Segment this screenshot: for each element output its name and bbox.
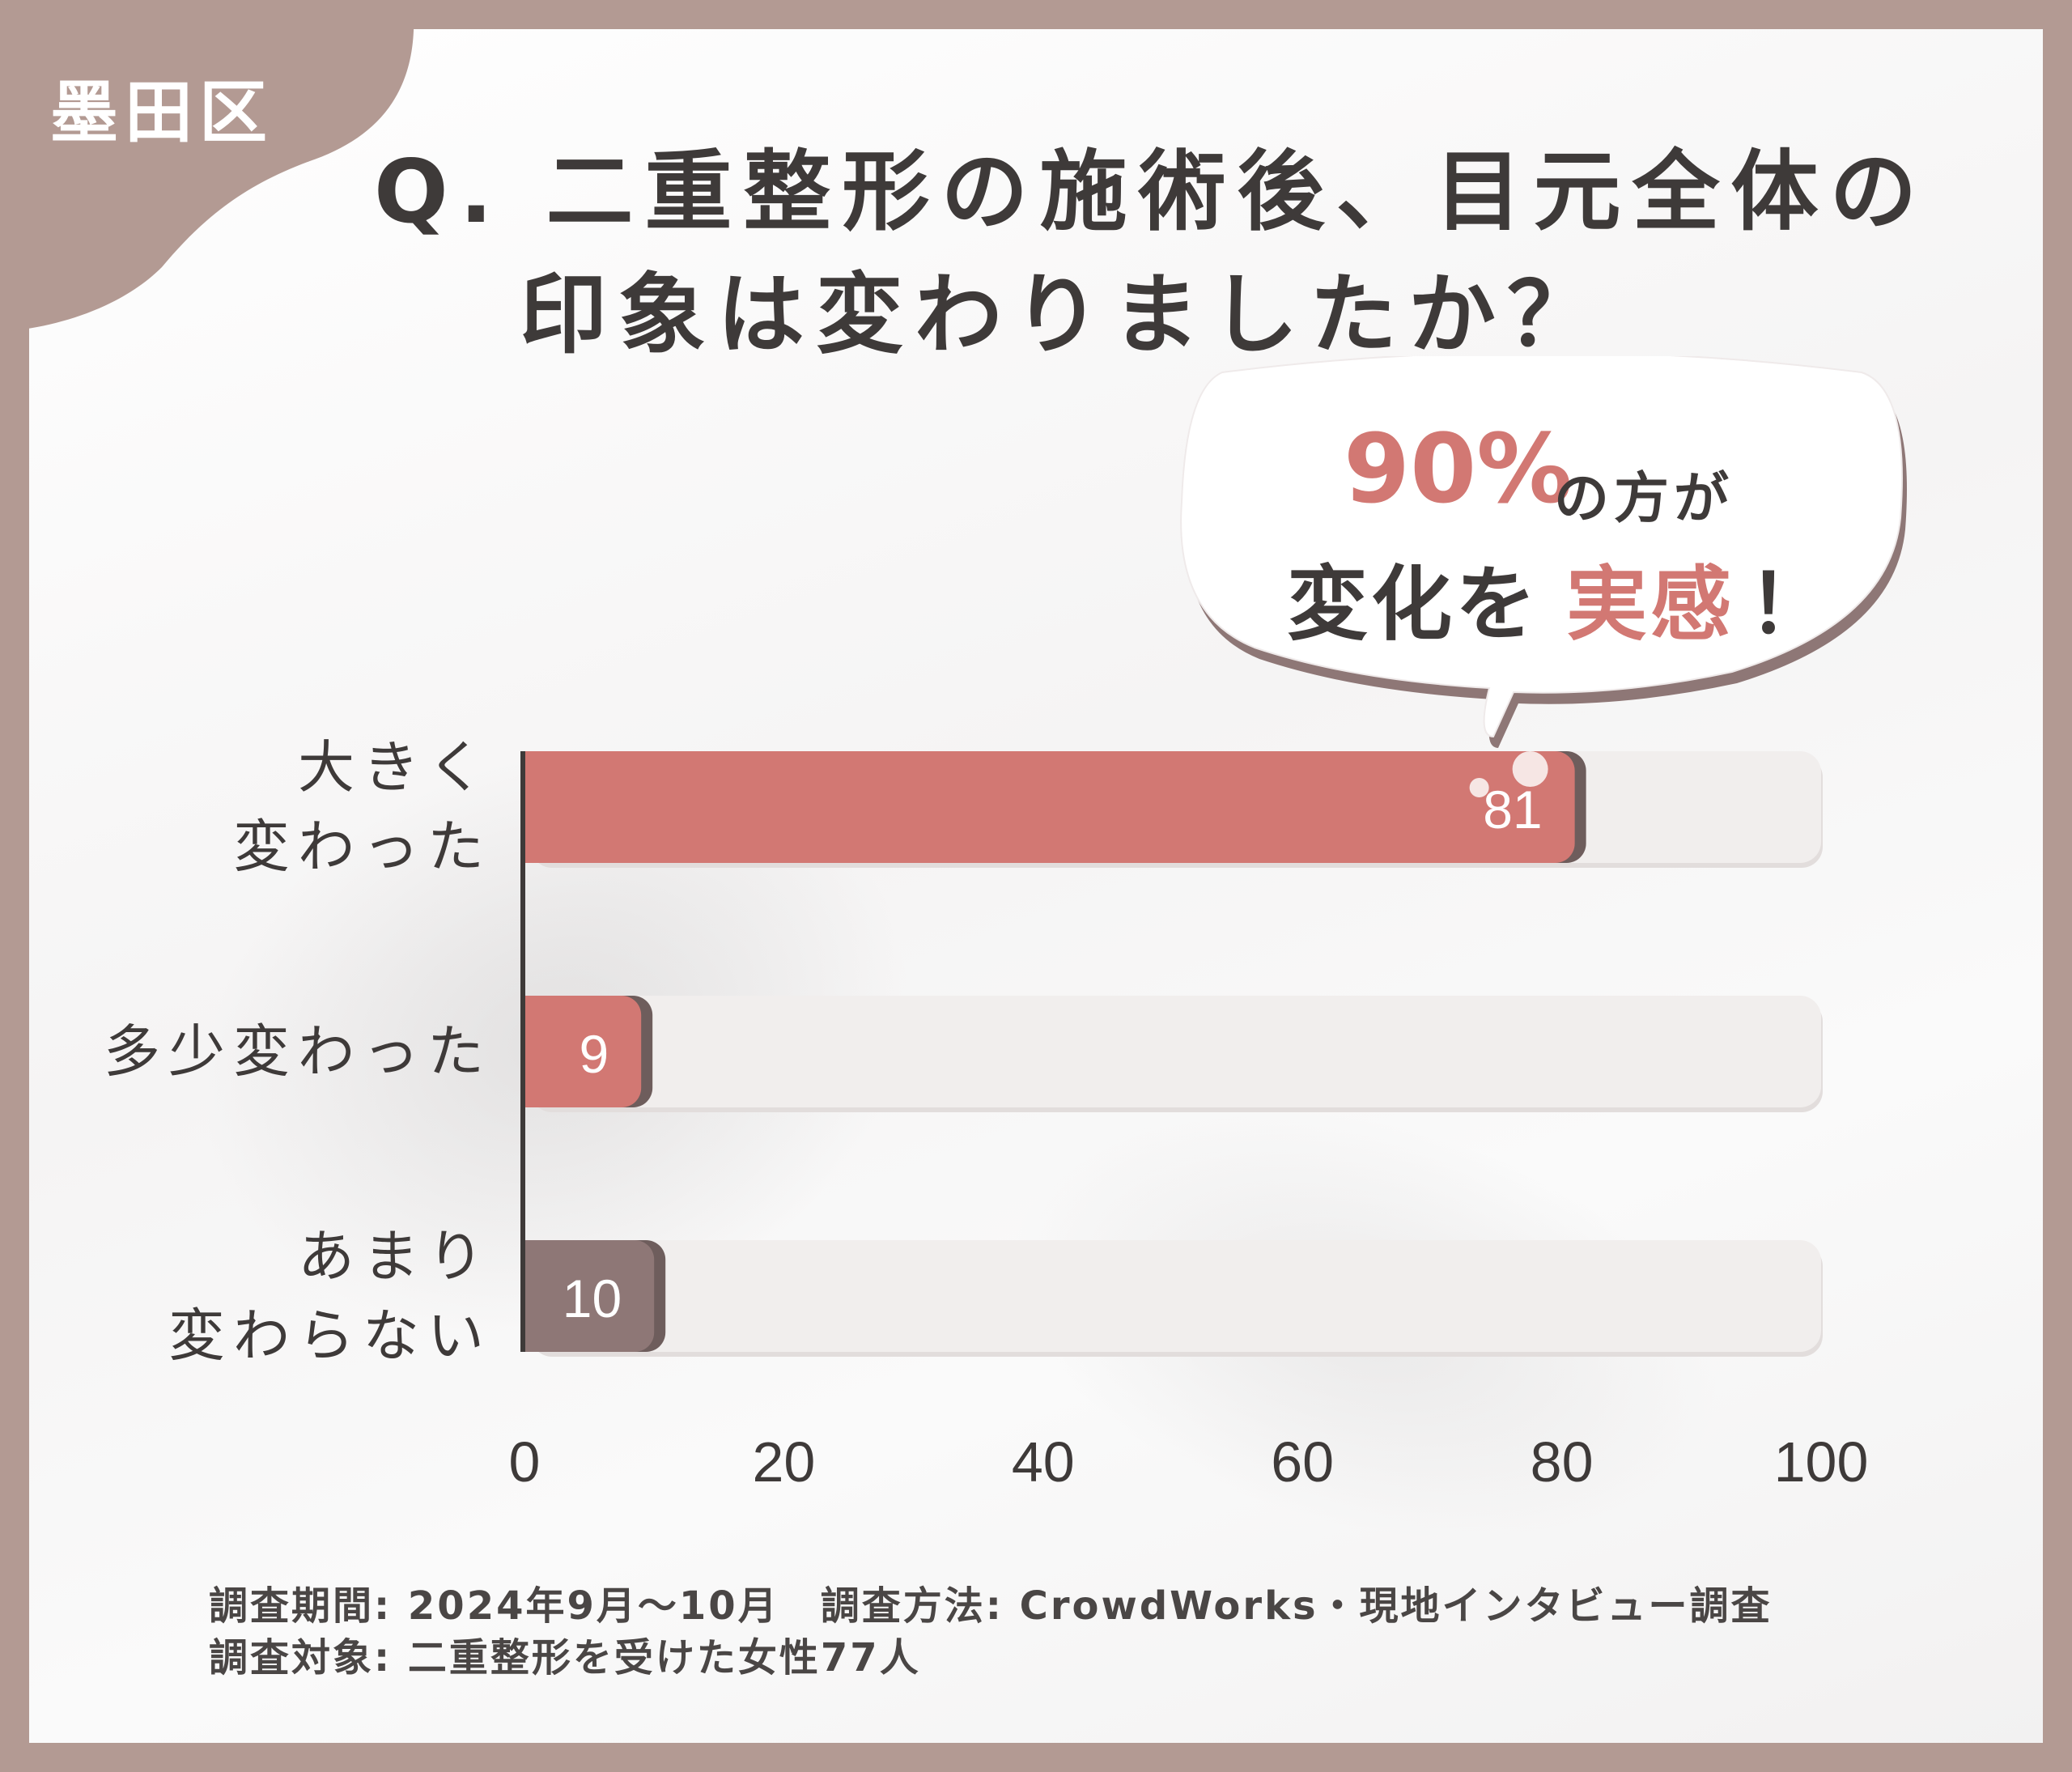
region-corner-shape <box>0 0 414 332</box>
question-title-line-2: 印象は変わりましたか？ <box>520 265 1607 366</box>
bar-value-label-2: 10 <box>563 1268 622 1328</box>
y-axis-line <box>520 751 525 1352</box>
x-tick-label-4: 80 <box>1531 1430 1594 1494</box>
bar-track-1 <box>524 996 1821 1107</box>
x-tick-label-0: 0 <box>509 1430 541 1494</box>
content-card <box>29 29 2043 1743</box>
x-tick-label-3: 60 <box>1271 1430 1334 1494</box>
bar-left-square-0 <box>524 751 557 863</box>
category-label-1: 多少変わった <box>104 1018 492 1085</box>
bar-2 <box>524 1240 655 1352</box>
callout-line2-highlight: 実感 <box>1566 557 1734 652</box>
callout-line1-rest: の方が <box>1554 467 1734 531</box>
footnote-line-2: 調査対象: 二重整形を受けた女性77人 <box>209 1635 921 1681</box>
bar-left-square-1 <box>524 996 557 1107</box>
bar-left-square-2 <box>524 1240 557 1352</box>
footnote-line-1: 調査期間: 2024年9月〜10月 調査方法: CrowdWorks・現地インタ… <box>209 1583 1773 1629</box>
region-label: 墨田区 <box>50 73 274 152</box>
x-tick-label-5: 100 <box>1774 1430 1869 1494</box>
bar-track-2 <box>524 1240 1821 1352</box>
bar-value-label-1: 9 <box>579 1024 609 1084</box>
callout-percent: 90% <box>1344 413 1573 525</box>
bar-highlight-dot-small <box>1469 778 1489 797</box>
x-tick-label-2: 40 <box>1012 1430 1075 1494</box>
survey-footnote: 調査期間: 2024年9月〜10月 調査方法: CrowdWorks・現地インタ… <box>209 1580 1773 1684</box>
bar-0 <box>524 751 1575 863</box>
bar-value-label-0: 81 <box>1483 780 1542 839</box>
category-label-0: 大きく 変わった <box>233 734 492 880</box>
callout-line2-c: ！ <box>1748 557 1829 652</box>
bar-highlight-dot-large <box>1512 751 1548 787</box>
category-label-2: あまり 変わらない <box>168 1223 492 1369</box>
callout-bubble <box>1180 356 1907 748</box>
callout-line2-a: 変化を <box>1287 557 1539 652</box>
question-title-line-1: Q. 二重整形の施術後、目元全体の <box>374 142 1929 243</box>
x-tick-label-1: 20 <box>752 1430 815 1494</box>
